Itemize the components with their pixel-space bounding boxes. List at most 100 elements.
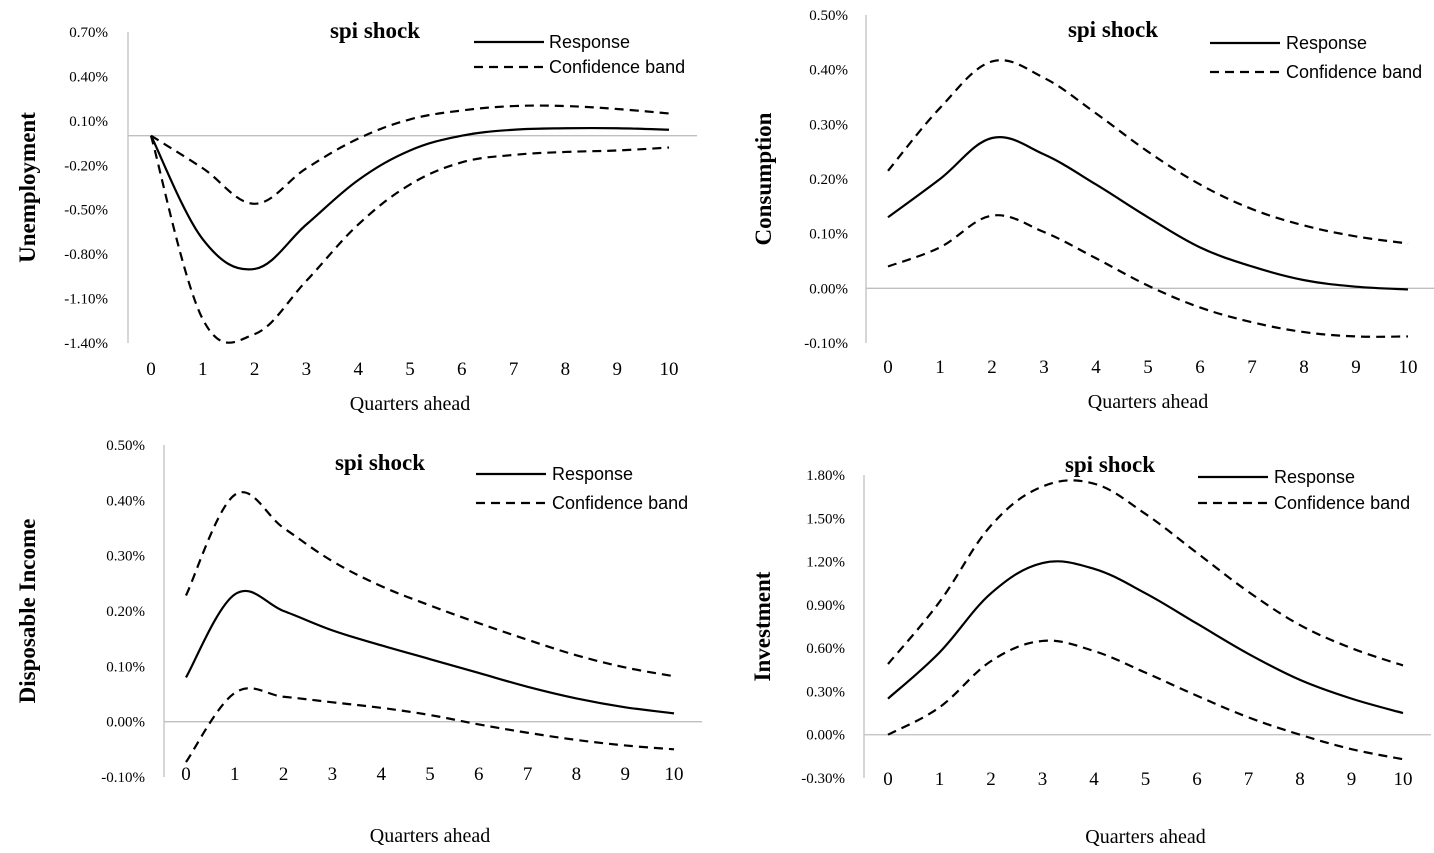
y-tick-label: 0.20% <box>106 604 145 620</box>
y-tick-label: -0.20% <box>64 158 108 174</box>
confidence-band-line <box>887 639 1404 761</box>
x-tick-label: 9 <box>620 764 630 785</box>
x-tick-label: 6 <box>457 359 467 380</box>
y-axis-label: Investment <box>750 571 775 681</box>
y-axis-label: Unemployment <box>15 112 40 263</box>
y-tick-label: 0.10% <box>69 114 108 130</box>
y-tick-label: 0.10% <box>106 659 145 675</box>
x-tick-label: 9 <box>1347 769 1357 790</box>
confidence-band-line <box>185 687 675 763</box>
chart-title: spi shock <box>330 18 420 43</box>
y-tick-label: 1.50% <box>806 511 845 527</box>
x-tick-label: 4 <box>353 359 363 380</box>
y-tick-label: -0.30% <box>801 771 845 787</box>
x-tick-label: 3 <box>1039 357 1049 378</box>
x-tick-label: 8 <box>561 359 571 380</box>
y-tick-label: 0.40% <box>69 69 108 85</box>
x-tick-label: 0 <box>883 769 893 790</box>
y-tick-label: 0.40% <box>809 63 848 79</box>
x-tick-label: 7 <box>523 764 533 785</box>
response-line <box>185 589 675 715</box>
x-tick-label: 8 <box>1299 357 1309 378</box>
y-tick-label: 0.50% <box>809 8 848 24</box>
chart-title: spi shock <box>1065 452 1155 477</box>
x-tick-label: 7 <box>1247 357 1257 378</box>
x-tick-label: 1 <box>198 359 208 380</box>
x-tick-label: 6 <box>1195 357 1205 378</box>
x-tick-label: 10 <box>660 359 679 380</box>
x-tick-label: 0 <box>181 764 191 785</box>
x-tick-label: 8 <box>572 764 582 785</box>
confidence-band-line <box>887 214 1409 338</box>
x-tick-label: 5 <box>425 764 435 785</box>
x-tick-label: 4 <box>376 764 386 785</box>
response-line <box>150 126 670 271</box>
confidence-band-line <box>149 135 670 344</box>
confidence-band-line <box>150 104 670 205</box>
x-tick-label: 2 <box>986 769 996 790</box>
y-tick-label: 0.00% <box>106 715 145 731</box>
x-tick-label: 7 <box>1244 769 1254 790</box>
y-tick-label: -1.10% <box>64 292 108 308</box>
y-tick-label: 0.10% <box>809 227 848 243</box>
x-tick-label: 10 <box>665 764 684 785</box>
x-tick-label: 2 <box>250 359 260 380</box>
y-tick-label: -0.80% <box>64 247 108 263</box>
x-tick-label: 5 <box>1141 769 1151 790</box>
x-tick-label: 0 <box>883 357 893 378</box>
x-axis-label: Quarters ahead <box>1088 391 1209 413</box>
y-tick-label: -0.10% <box>101 770 145 786</box>
x-tick-label: 3 <box>328 764 338 785</box>
confidence-band-line <box>185 491 675 678</box>
y-tick-label: 0.70% <box>69 25 108 41</box>
x-axis-label: Quarters ahead <box>350 393 471 415</box>
x-tick-label: 1 <box>230 764 240 785</box>
panel-disposable-income: 0.50% 0.40% 0.30% 0.20% 0.10% 0.00% -0.10% 0 1 2 3… <box>15 438 702 847</box>
legend-response-label: Response <box>552 464 633 484</box>
x-tick-label: 3 <box>302 359 312 380</box>
response-line <box>887 135 1409 291</box>
y-axis-label: Consumption <box>751 112 776 245</box>
x-tick-label: 6 <box>474 764 484 785</box>
panel-consumption: 0.50% 0.40% 0.30% 0.20% 0.10% 0.00% -0.10% 0 1 2 3… <box>751 8 1434 413</box>
x-tick-label: 10 <box>1394 769 1413 790</box>
x-tick-label: 7 <box>509 359 519 380</box>
y-tick-label: 1.80% <box>806 468 845 484</box>
y-tick-label: 0.60% <box>806 641 845 657</box>
legend-response-label: Response <box>1274 467 1355 487</box>
y-tick-label: 0.30% <box>806 684 845 700</box>
chart-title: spi shock <box>335 450 425 475</box>
legend-confidence-band-label: Confidence band <box>1286 62 1422 82</box>
y-tick-label: 0.20% <box>809 172 848 188</box>
y-tick-label: 0.90% <box>806 598 845 614</box>
legend-response-label: Response <box>1286 33 1367 53</box>
x-tick-label: 1 <box>935 357 945 378</box>
x-tick-label: 0 <box>146 359 156 380</box>
panel-investment: 1.80% 1.50% 1.20% 0.90% 0.60% 0.30% 0.00% -0.30… <box>750 452 1431 848</box>
y-tick-label: 1.20% <box>806 555 845 571</box>
x-tick-label: 5 <box>1143 357 1153 378</box>
legend-confidence-band-label: Confidence band <box>1274 493 1410 513</box>
legend-response-label: Response <box>549 32 630 52</box>
x-tick-label: 2 <box>987 357 997 378</box>
y-tick-label: -1.40% <box>64 336 108 352</box>
x-tick-label: 2 <box>279 764 289 785</box>
chart-title: spi shock <box>1068 17 1158 42</box>
y-tick-label: 0.40% <box>106 493 145 509</box>
response-line <box>887 560 1404 715</box>
x-tick-label: 9 <box>612 359 622 380</box>
x-axis-label: Quarters ahead <box>1085 826 1206 848</box>
x-tick-label: 4 <box>1091 357 1101 378</box>
y-tick-label: -0.10% <box>804 336 848 352</box>
y-tick-label: 0.00% <box>809 281 848 297</box>
legend-confidence-band-label: Confidence band <box>552 493 688 513</box>
x-tick-label: 10 <box>1399 357 1418 378</box>
y-tick-label: -0.50% <box>64 203 108 219</box>
confidence-band-line <box>887 479 1404 667</box>
x-tick-label: 6 <box>1192 769 1202 790</box>
y-tick-label: 0.00% <box>806 728 845 744</box>
y-tick-label: 0.50% <box>106 438 145 454</box>
x-tick-label: 9 <box>1351 357 1361 378</box>
legend-confidence-band-label: Confidence band <box>549 57 685 77</box>
